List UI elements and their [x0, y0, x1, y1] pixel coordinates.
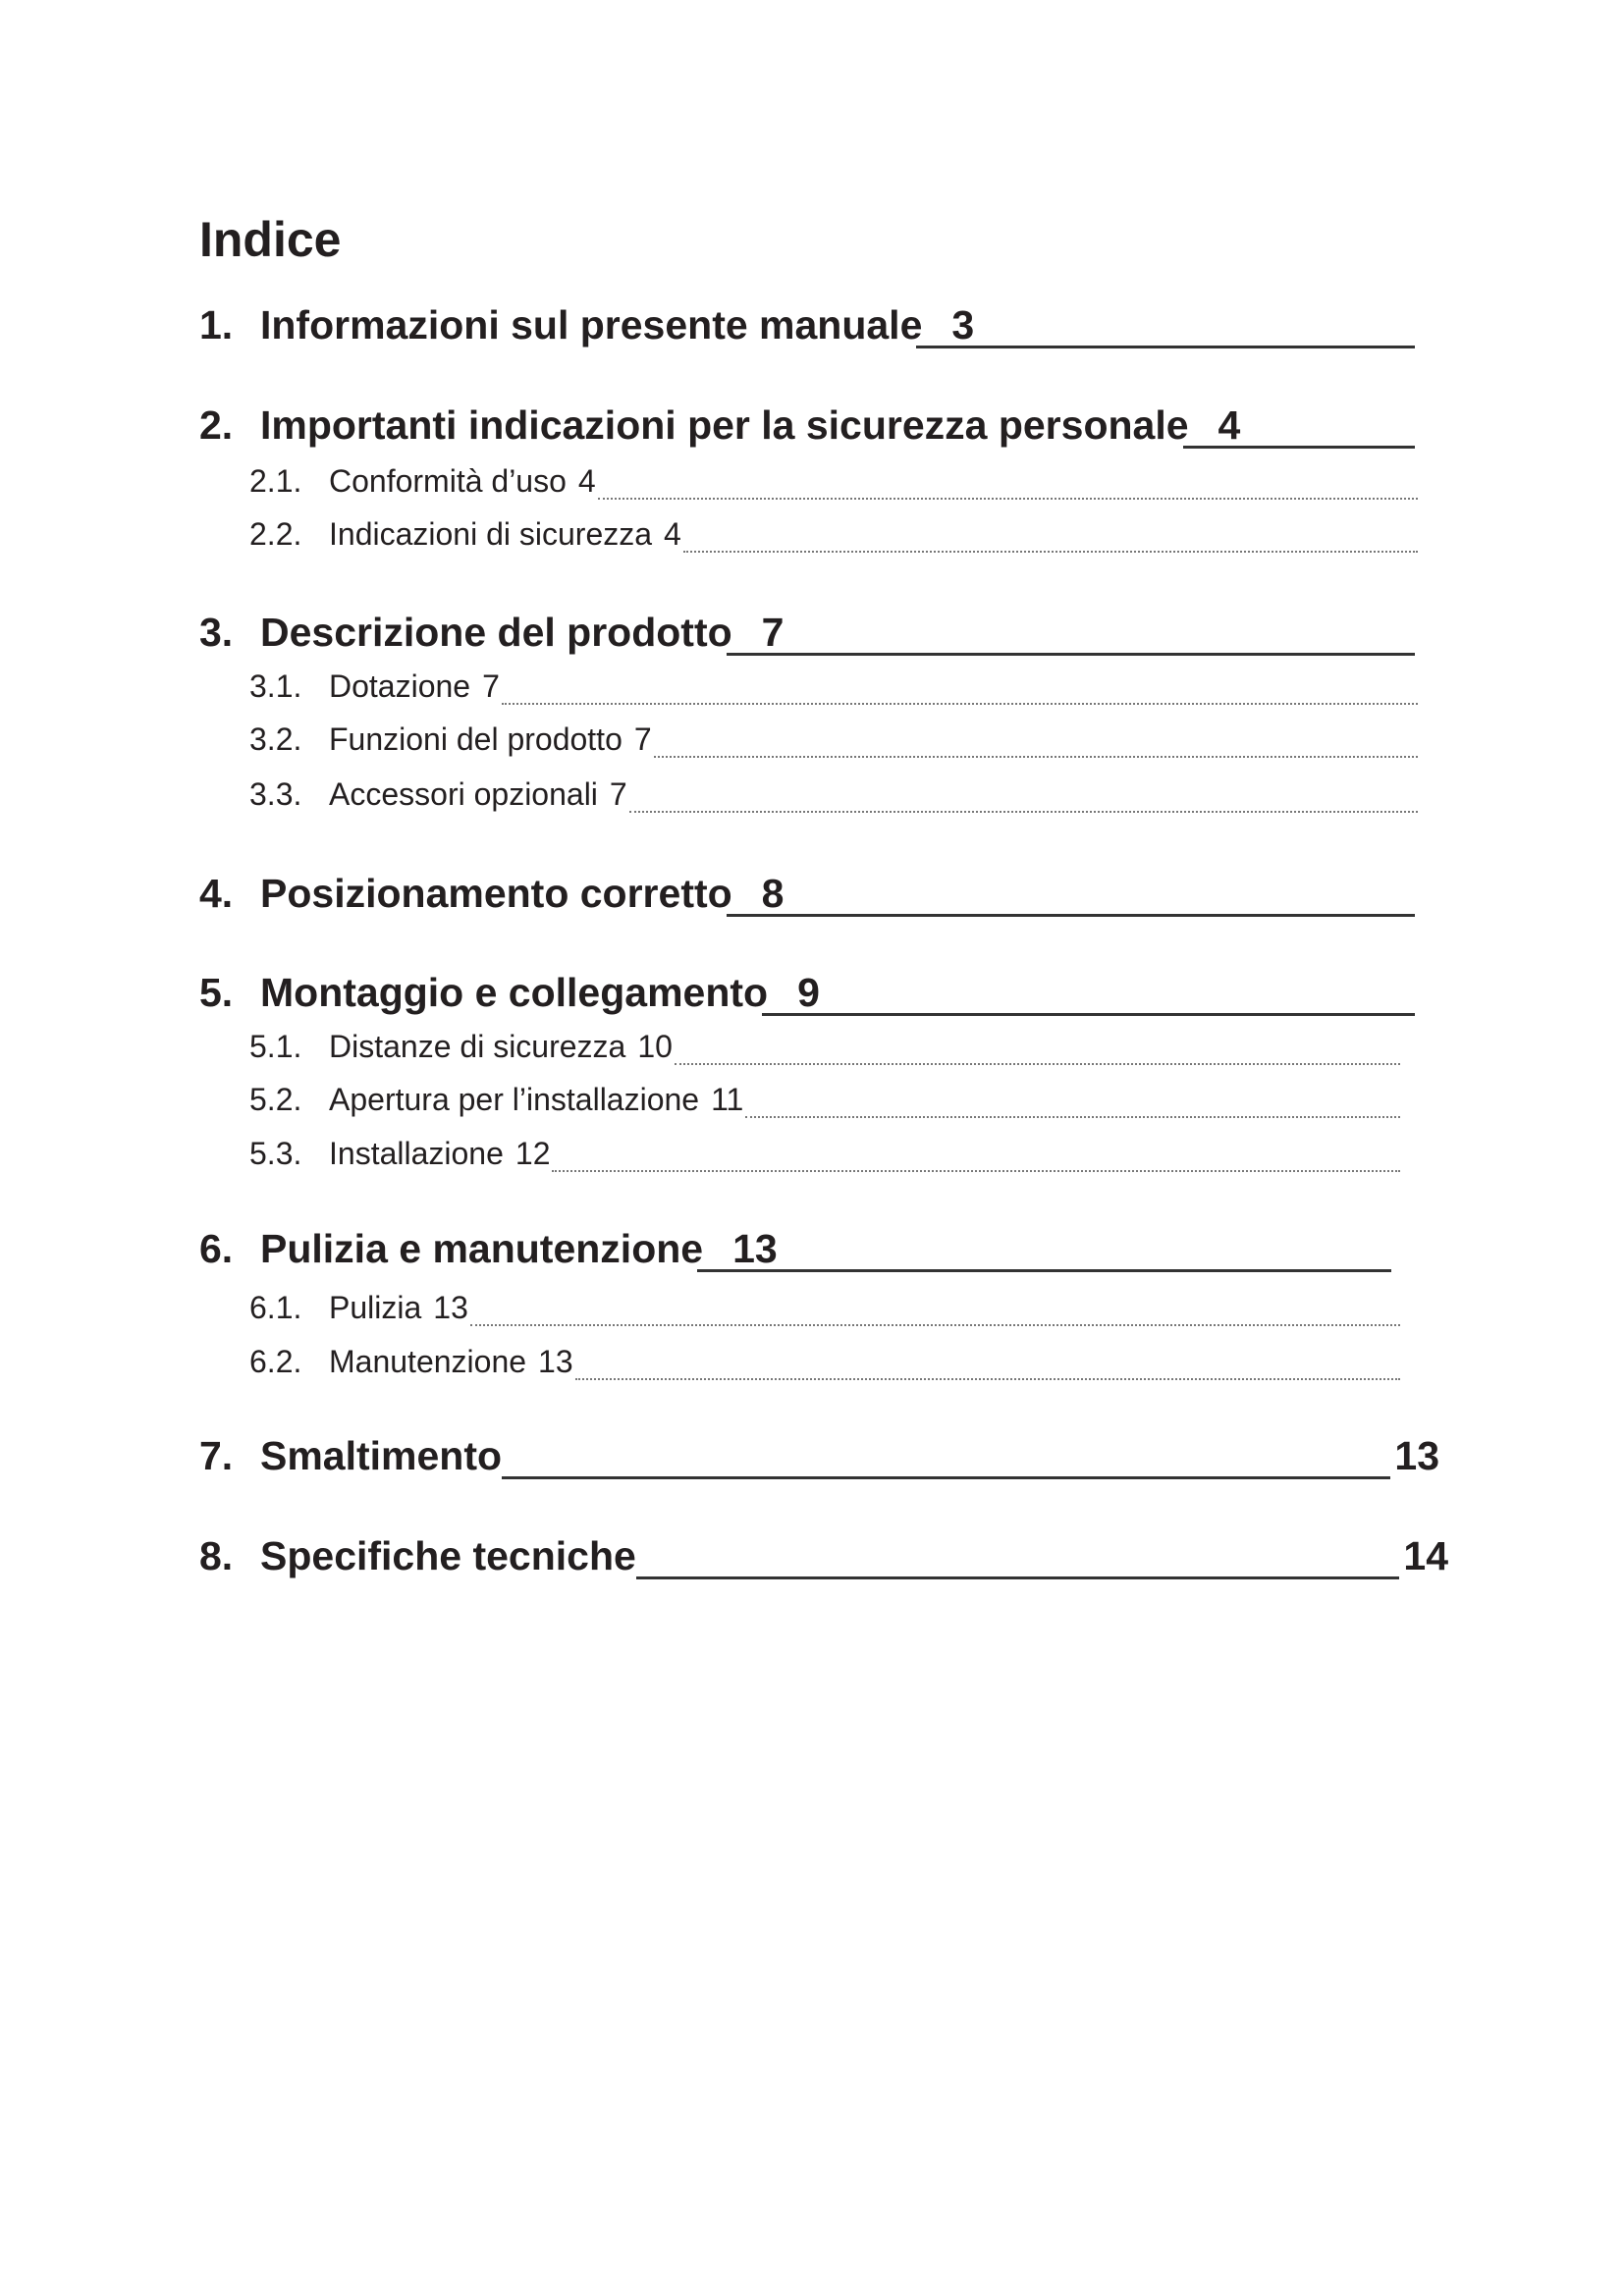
toc-entry[interactable]: 5. Montaggio e collegamento 9	[199, 967, 1415, 1016]
entry-label: Accessori opzionali	[329, 776, 598, 812]
entry-number: 3.1.	[249, 668, 302, 704]
entry-label: Dotazione	[329, 668, 471, 704]
entry-label: Manutenzione	[329, 1344, 527, 1379]
entry-page-number: 8	[761, 871, 785, 916]
dot-leader	[745, 1087, 1400, 1118]
entry-number: 2.2.	[249, 516, 302, 552]
entry-page-number: 11	[711, 1082, 744, 1117]
entry-page-number: 14	[1403, 1533, 1448, 1578]
toc-subentry[interactable]: 3.1. Dotazione 7	[249, 666, 1418, 705]
entry-label: Apertura per l’installazione	[329, 1082, 700, 1117]
toc-entry[interactable]: 4. Posizionamento corretto 8	[199, 868, 1415, 917]
entry-number: 5.2.	[249, 1082, 302, 1117]
entry-label: Installazione	[329, 1136, 504, 1171]
underline-leader: 13	[697, 1229, 1391, 1272]
dot-leader	[552, 1141, 1400, 1172]
entry-page-number: 4	[1218, 402, 1241, 448]
entry-label: Importanti indicazioni per la sicurezza …	[260, 402, 1189, 448]
toc-entry[interactable]: 2. Importanti indicazioni per la sicurezz…	[199, 400, 1415, 449]
toc-subentry[interactable]: 2.2. Indicazioni di sicurezza 4	[249, 513, 1418, 553]
toc-entry[interactable]: 8. Specifiche tecniche 14	[199, 1530, 1448, 1579]
underline-leader	[635, 1541, 1400, 1579]
entry-page-number: 7	[482, 668, 500, 704]
entry-label: Posizionamento corretto	[260, 871, 732, 916]
entry-page-number: 9	[797, 970, 820, 1015]
entry-number: 5.1.	[249, 1029, 302, 1064]
dot-leader	[628, 781, 1418, 813]
entry-number: 6.2.	[249, 1344, 302, 1379]
entry-number: 3.	[199, 610, 234, 655]
underline-leader: 8	[726, 874, 1415, 917]
underline-leader: 4	[1182, 405, 1415, 449]
entry-number: 5.	[199, 970, 234, 1015]
entry-number: 1.	[199, 302, 234, 347]
entry-number: 7.	[199, 1433, 234, 1478]
entry-label: Funzioni del prodotto	[329, 721, 623, 757]
entry-label: Descrizione del prodotto	[260, 610, 732, 655]
underline-leader: 7	[726, 613, 1415, 656]
entry-label: Informazioni sul presente manuale	[260, 302, 923, 347]
underline-leader: 3	[916, 305, 1415, 348]
underline-leader	[502, 1441, 1391, 1479]
entry-number: 3.2.	[249, 721, 302, 757]
toc-subentry[interactable]: 6.1. Pulizia 13	[249, 1287, 1400, 1326]
page-title: Indice	[199, 212, 342, 267]
entry-page-number: 13	[1394, 1433, 1439, 1478]
toc-subentry[interactable]: 5.3. Installazione 12	[249, 1133, 1400, 1172]
toc-entry[interactable]: 3. Descrizione del prodotto 7	[199, 607, 1415, 656]
entry-page-number: 13	[538, 1344, 573, 1379]
toc-subentry[interactable]: 5.2. Apertura per l’installazione 11	[249, 1079, 1400, 1118]
entry-number: 8.	[199, 1533, 234, 1578]
toc-subentry[interactable]: 6.2. Manutenzione 13	[249, 1341, 1400, 1380]
toc-subentry[interactable]: 2.1. Conformità d’uso 4	[249, 460, 1418, 500]
entry-page-number: 4	[664, 516, 681, 552]
entry-page-number: 13	[433, 1290, 468, 1325]
dot-leader	[653, 726, 1418, 758]
entry-number: 2.1.	[249, 463, 302, 499]
entry-label: Pulizia e manutenzione	[260, 1226, 704, 1271]
entry-label: Montaggio e collegamento	[260, 970, 769, 1015]
toc-subentry[interactable]: 5.1. Distanze di sicurezza 10	[249, 1026, 1400, 1065]
entry-label: Specifiche tecniche	[260, 1533, 636, 1578]
entry-label: Indicazioni di sicurezza	[329, 516, 653, 552]
entry-page-number: 13	[732, 1226, 778, 1271]
dot-leader	[674, 1034, 1400, 1065]
entry-page-number: 3	[951, 302, 975, 347]
dot-leader	[501, 673, 1418, 705]
entry-label: Smaltimento	[260, 1433, 503, 1478]
entry-label: Conformità d’uso	[329, 463, 567, 499]
underline-leader: 9	[762, 973, 1415, 1016]
toc-entry[interactable]: 6. Pulizia e manutenzione 13	[199, 1223, 1391, 1272]
entry-page-number: 7	[761, 610, 785, 655]
toc-entry[interactable]: 1. Informazioni sul presente manuale 3	[199, 299, 1415, 348]
entry-number: 5.3.	[249, 1136, 302, 1171]
entry-page-number: 12	[514, 1136, 551, 1171]
dot-leader	[574, 1349, 1400, 1380]
entry-page-number: 7	[609, 776, 627, 812]
toc-subentry[interactable]: 3.3. Accessori opzionali 7	[249, 774, 1418, 813]
toc-entry[interactable]: 7. Smaltimento 13	[199, 1430, 1439, 1479]
dot-leader	[469, 1295, 1400, 1326]
entry-number: 3.3.	[249, 776, 302, 812]
entry-number: 6.	[199, 1226, 234, 1271]
entry-page-number: 10	[637, 1029, 673, 1064]
entry-number: 6.1.	[249, 1290, 302, 1325]
entry-page-number: 7	[633, 721, 652, 757]
entry-number: 4.	[199, 871, 234, 916]
entry-page-number: 4	[577, 463, 596, 499]
entry-number: 2.	[199, 402, 234, 448]
dot-leader	[597, 468, 1418, 500]
dot-leader	[682, 521, 1418, 553]
toc-subentry[interactable]: 3.2. Funzioni del prodotto 7	[249, 719, 1418, 758]
entry-label: Pulizia	[329, 1290, 422, 1325]
entry-label: Distanze di sicurezza	[329, 1029, 626, 1064]
